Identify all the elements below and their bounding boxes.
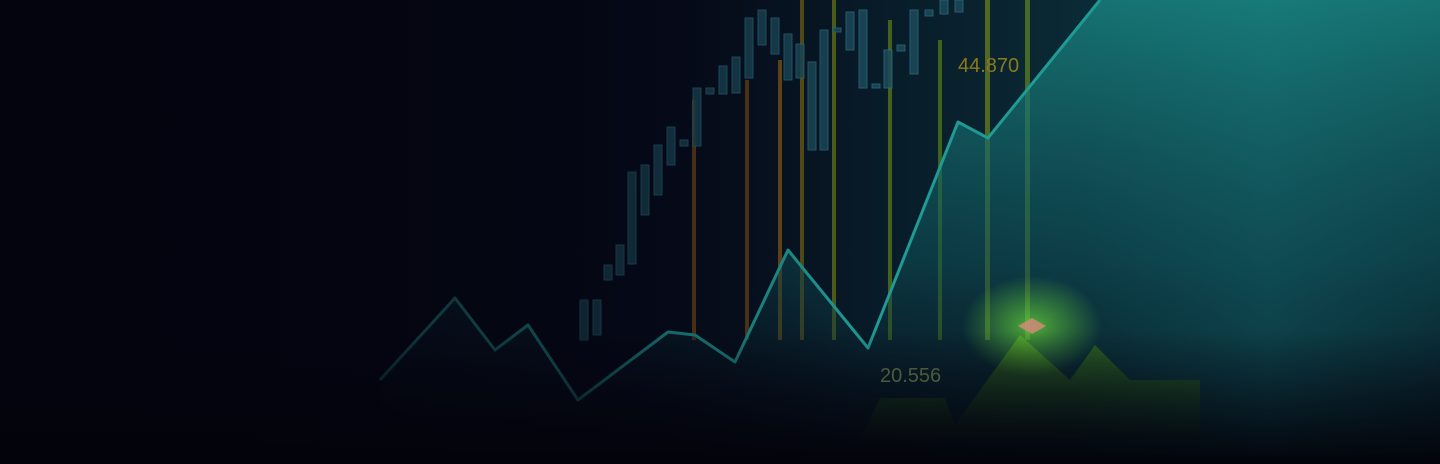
price-label: 44.870 — [958, 55, 1019, 77]
bottom-fade — [0, 330, 1440, 464]
price-label: 20.556 — [880, 365, 941, 387]
